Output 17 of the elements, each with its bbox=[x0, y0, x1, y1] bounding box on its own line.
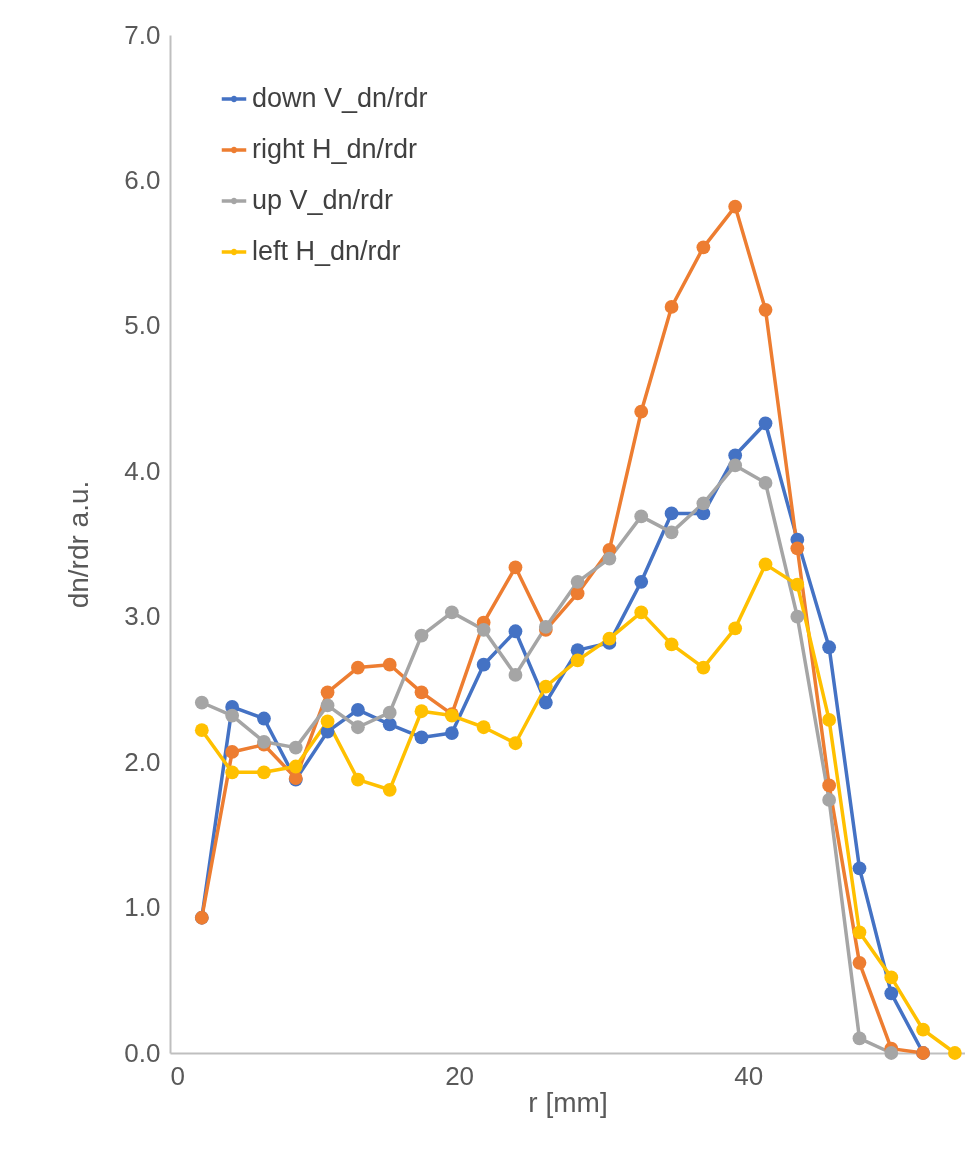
y-tick-label: 4.0 bbox=[124, 455, 161, 486]
legend-label: down V_dn/rdr bbox=[252, 83, 428, 113]
x-tick-label: 20 bbox=[445, 1060, 475, 1091]
x-tick-label: 40 bbox=[734, 1060, 764, 1091]
legend-label: left H_dn/rdr bbox=[252, 236, 401, 266]
y-tick-label: 7.0 bbox=[124, 19, 161, 50]
y-tick-label: 2.0 bbox=[124, 746, 161, 777]
y-axis-title: dn/rdr a.u. bbox=[63, 480, 95, 609]
x-axis-title: r [mm] bbox=[528, 1086, 608, 1118]
y-tick-label: 5.0 bbox=[124, 310, 161, 341]
y-tick-label: 0.0 bbox=[124, 1037, 161, 1068]
x-tick-label: 0 bbox=[170, 1060, 185, 1091]
legend-label: up V_dn/rdr bbox=[252, 185, 394, 215]
y-tick-label: 1.0 bbox=[124, 892, 161, 923]
y-tick-label: 6.0 bbox=[124, 164, 161, 195]
legend-label: right H_dn/rdr bbox=[252, 134, 418, 164]
y-tick-label: 3.0 bbox=[124, 601, 161, 632]
